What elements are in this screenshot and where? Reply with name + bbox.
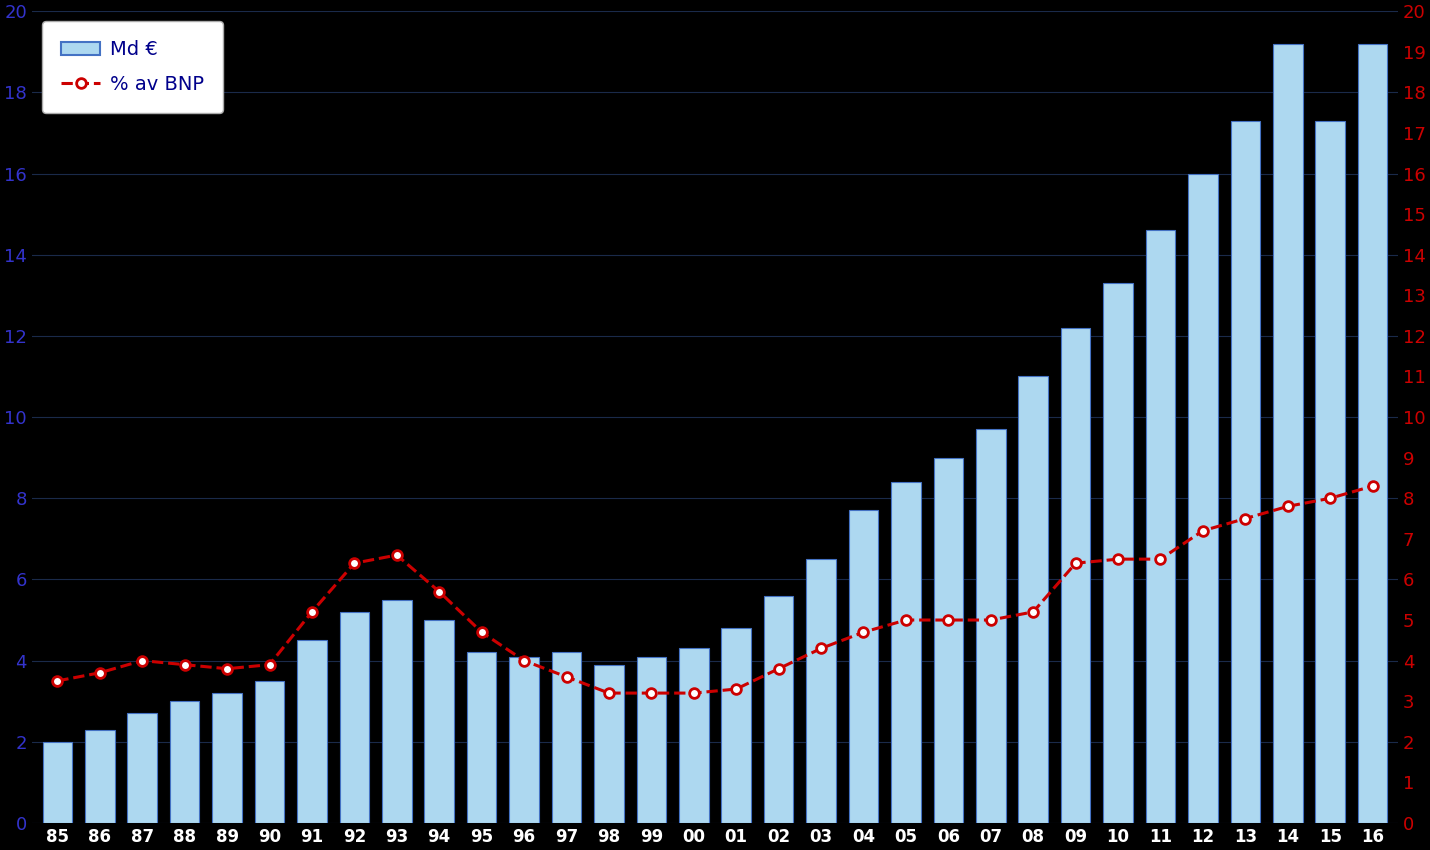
Bar — [1358, 43, 1387, 823]
Bar — [1103, 283, 1133, 823]
Bar — [807, 559, 837, 823]
Bar — [297, 640, 327, 823]
Bar — [84, 729, 114, 823]
Bar — [721, 628, 751, 823]
Bar — [636, 656, 666, 823]
Bar — [466, 653, 496, 823]
Bar — [212, 693, 242, 823]
Bar — [975, 429, 1005, 823]
Legend: Md €, % av BNP: Md €, % av BNP — [41, 21, 223, 113]
Bar — [1061, 328, 1091, 823]
Bar — [43, 742, 72, 823]
Bar — [509, 656, 539, 823]
Bar — [339, 612, 369, 823]
Bar — [170, 701, 200, 823]
Bar — [552, 653, 582, 823]
Bar — [891, 482, 921, 823]
Bar — [425, 620, 455, 823]
Bar — [1188, 173, 1218, 823]
Bar — [127, 713, 157, 823]
Bar — [1316, 121, 1346, 823]
Bar — [934, 457, 964, 823]
Bar — [679, 649, 709, 823]
Bar — [848, 511, 878, 823]
Bar — [1018, 377, 1048, 823]
Bar — [1145, 230, 1175, 823]
Bar — [382, 600, 412, 823]
Bar — [593, 665, 623, 823]
Bar — [764, 596, 794, 823]
Bar — [1273, 43, 1303, 823]
Bar — [255, 681, 285, 823]
Bar — [1230, 121, 1260, 823]
